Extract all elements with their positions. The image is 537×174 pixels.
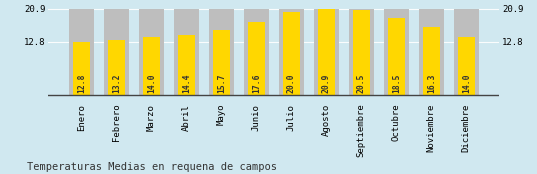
- Bar: [104, 9, 129, 95]
- Text: 12.8: 12.8: [77, 74, 86, 93]
- Bar: [279, 9, 304, 95]
- Text: 16.3: 16.3: [427, 74, 436, 93]
- Text: 20.0: 20.0: [287, 74, 296, 93]
- Text: 17.6: 17.6: [252, 74, 261, 93]
- Text: 14.0: 14.0: [147, 74, 156, 93]
- Text: 15.7: 15.7: [217, 74, 226, 93]
- Bar: [353, 10, 370, 95]
- Bar: [139, 9, 164, 95]
- Bar: [282, 12, 300, 95]
- Bar: [458, 37, 475, 95]
- Bar: [209, 9, 234, 95]
- Bar: [314, 9, 339, 95]
- Bar: [69, 9, 94, 95]
- Text: 13.2: 13.2: [112, 74, 121, 93]
- Bar: [178, 35, 195, 95]
- Bar: [419, 9, 444, 95]
- Text: 20.5: 20.5: [357, 74, 366, 93]
- Text: 14.0: 14.0: [462, 74, 471, 93]
- Text: 14.4: 14.4: [182, 74, 191, 93]
- Bar: [213, 30, 230, 95]
- Bar: [174, 9, 199, 95]
- Bar: [454, 9, 479, 95]
- Bar: [384, 9, 409, 95]
- Bar: [244, 9, 269, 95]
- Bar: [72, 42, 90, 95]
- Text: Temperaturas Medias en requena de campos: Temperaturas Medias en requena de campos: [27, 162, 277, 172]
- Text: 18.5: 18.5: [392, 74, 401, 93]
- Bar: [248, 22, 265, 95]
- Bar: [423, 27, 440, 95]
- Text: 20.9: 20.9: [322, 74, 331, 93]
- Bar: [349, 9, 374, 95]
- Bar: [388, 18, 405, 95]
- Bar: [108, 40, 125, 95]
- Bar: [143, 37, 160, 95]
- Bar: [317, 9, 335, 95]
